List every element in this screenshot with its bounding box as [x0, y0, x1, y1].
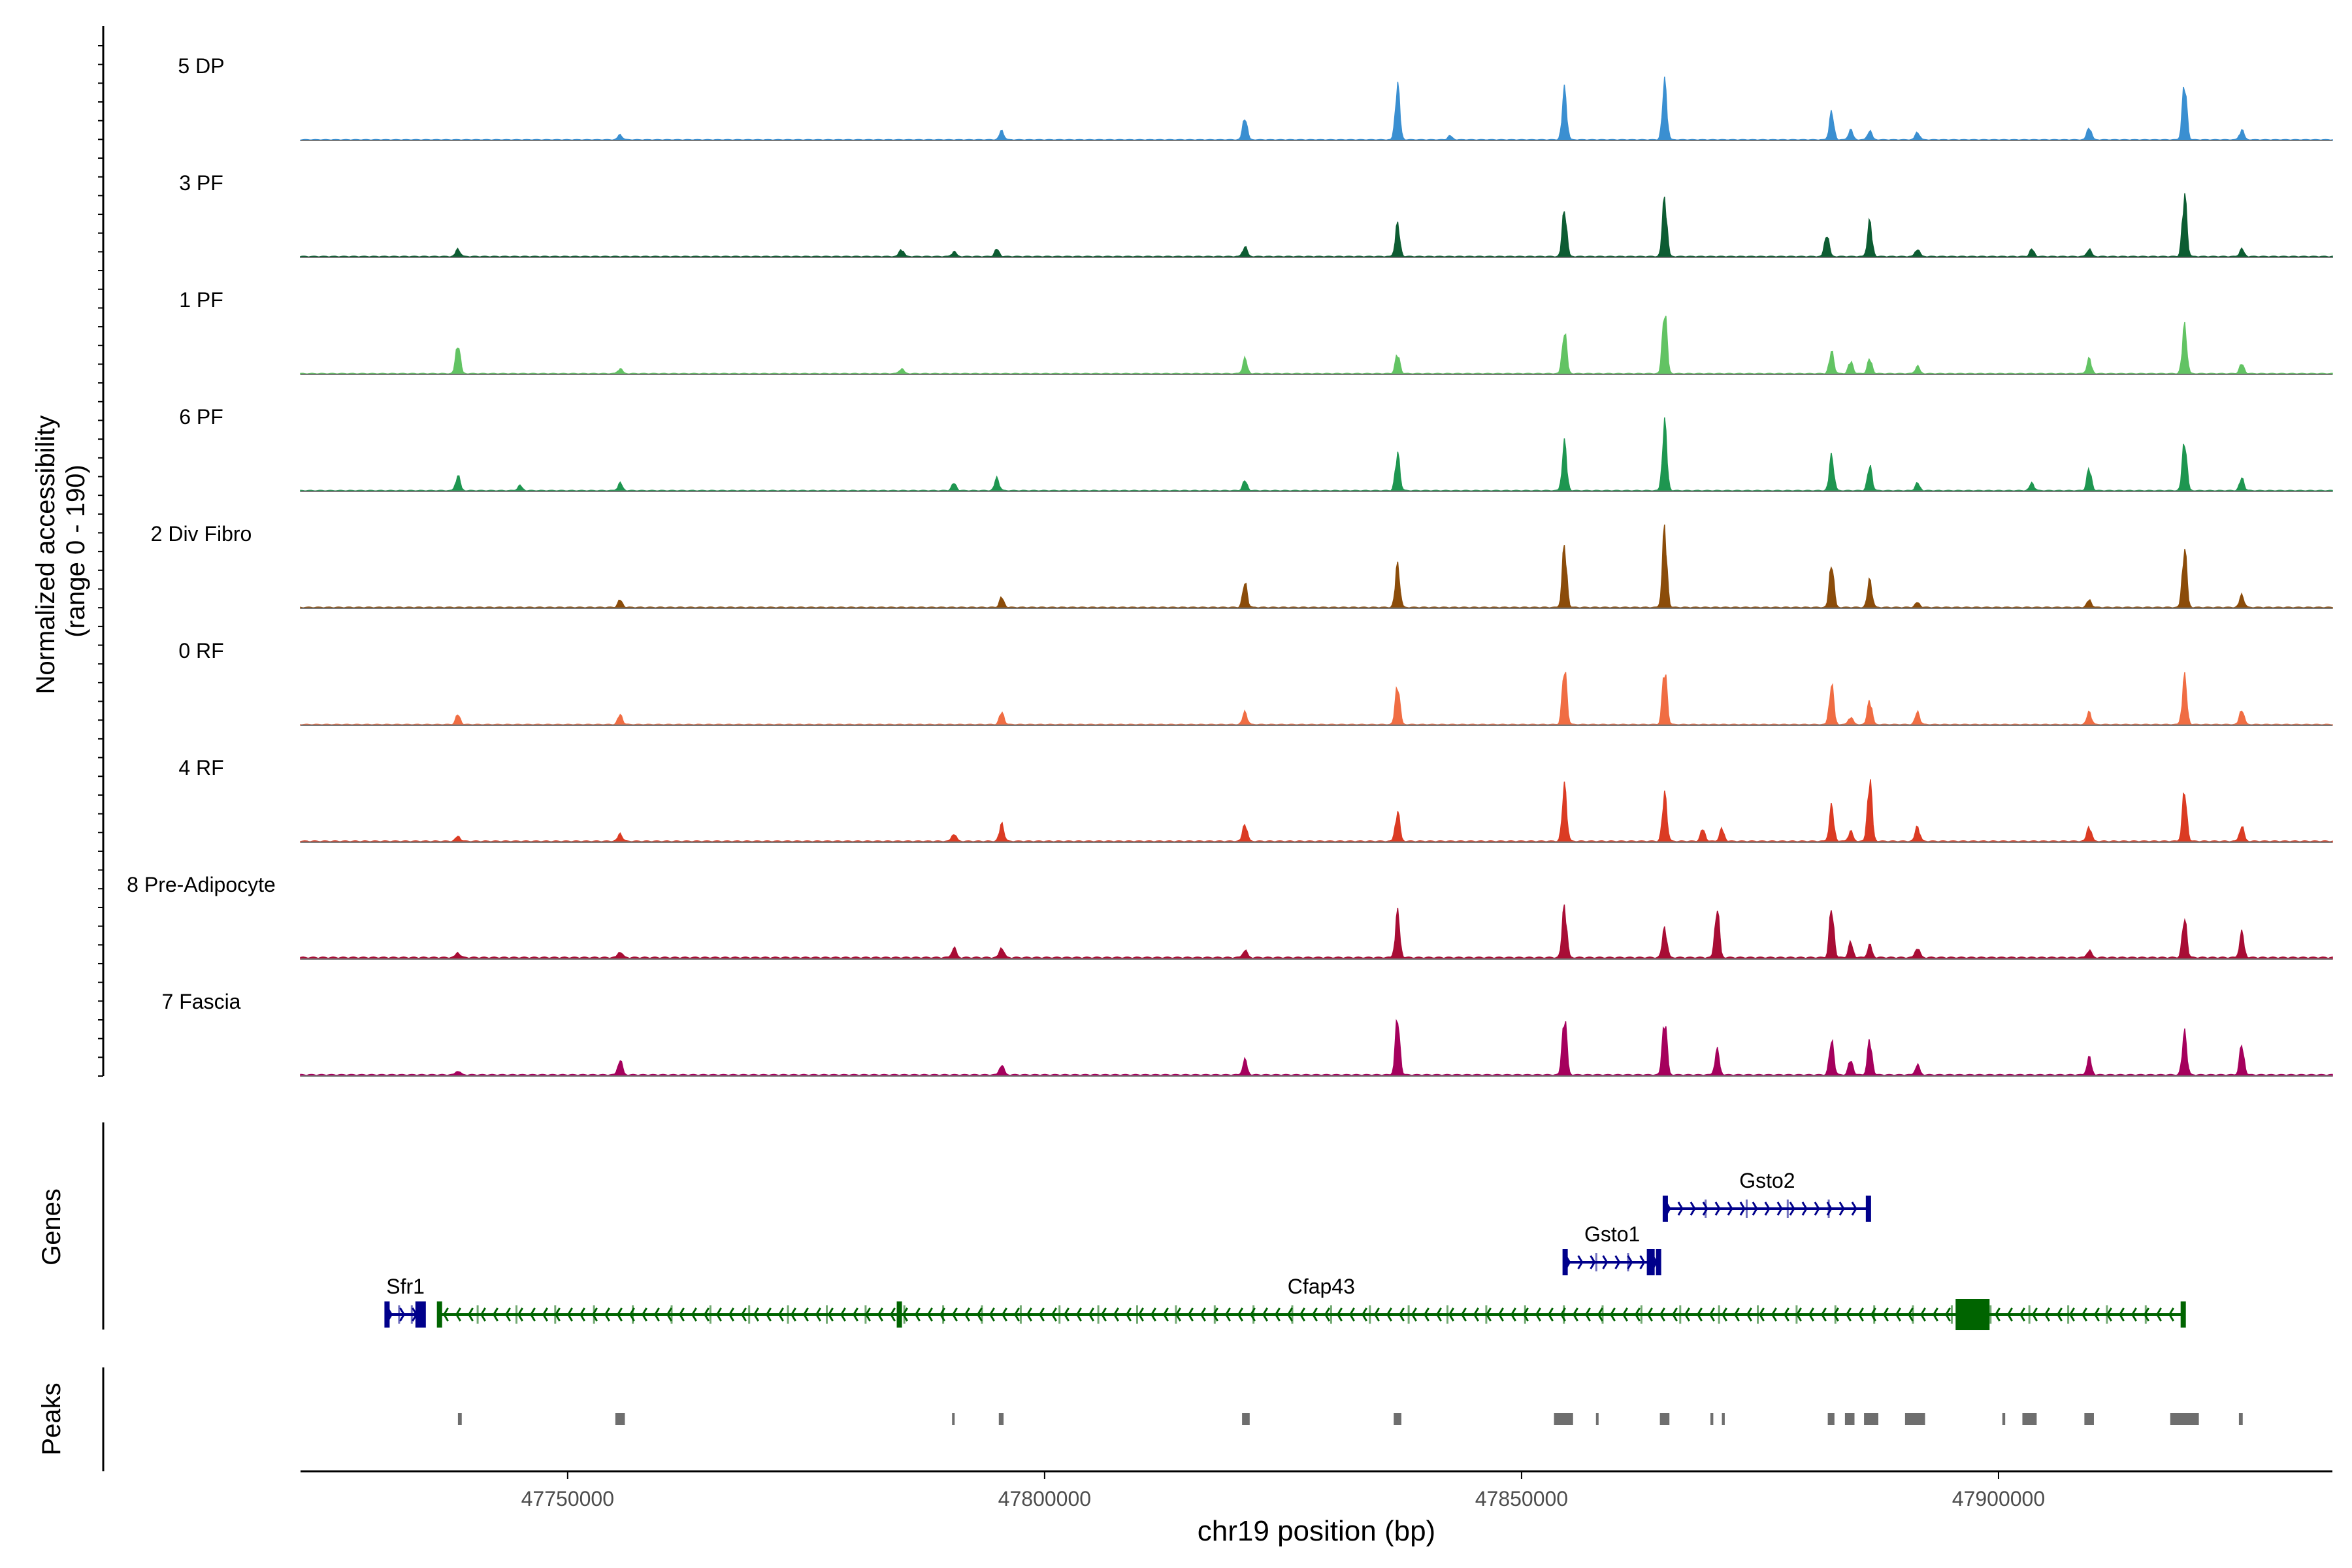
coverage-track: 4 RF — [178, 756, 2333, 843]
peak-region — [952, 1413, 955, 1425]
strand-arrows — [1565, 1255, 1658, 1269]
peak-region — [1595, 1413, 1599, 1425]
coverage-track: 1 PF — [179, 288, 2333, 375]
peaks-track-label: Peaks — [37, 1382, 66, 1455]
coverage-area — [300, 904, 2333, 960]
coverage-track: 7 Fascia — [162, 990, 2333, 1077]
peak-region — [1904, 1413, 1925, 1425]
track-label: 6 PF — [179, 405, 223, 429]
track-label: 3 PF — [179, 171, 223, 195]
x-tick-label: 47800000 — [998, 1487, 1091, 1511]
gene-label: Gsto1 — [1584, 1222, 1640, 1246]
gene-exon — [896, 1301, 902, 1328]
peak-region — [457, 1413, 462, 1425]
gene-start-exon — [384, 1301, 390, 1328]
track-label: 8 Pre-Adipocyte — [127, 873, 276, 896]
gene-model: Gsto2 — [1662, 1169, 1871, 1222]
peak-region — [1554, 1413, 1573, 1425]
track-label: 4 RF — [178, 756, 223, 779]
gene-start-exon — [436, 1301, 442, 1328]
gene-label: Gsto2 — [1739, 1169, 1795, 1192]
strand-arrows — [1665, 1201, 1857, 1216]
gene-exon — [415, 1301, 423, 1328]
track-label: 0 RF — [178, 639, 223, 662]
peak-region — [998, 1413, 1004, 1425]
peak-region — [1659, 1413, 1670, 1425]
coverage-track: 8 Pre-Adipocyte — [127, 873, 2333, 960]
coverage-area — [300, 316, 2333, 375]
coverage-track: 6 PF — [179, 405, 2333, 492]
coverage-area — [300, 672, 2333, 726]
x-axis: 47750000 47800000 47850000 47900000 — [301, 1470, 2332, 1511]
x-tick-label: 47900000 — [1952, 1487, 2045, 1511]
coverage-area — [300, 1019, 2333, 1077]
gene-exon — [1646, 1249, 1655, 1275]
track-label: 1 PF — [179, 288, 223, 312]
coverage-track: 0 RF — [178, 639, 2333, 726]
gene-exon-large — [1955, 1299, 1990, 1330]
coverage-area — [300, 417, 2333, 492]
peak-region — [2238, 1413, 2243, 1425]
peak-region — [2022, 1413, 2037, 1425]
gene-model: Cfap43 — [436, 1275, 2186, 1330]
coverage-area — [300, 779, 2333, 843]
gene-label: Cfap43 — [1288, 1275, 1355, 1298]
genes-track-label: Genes — [37, 1188, 66, 1266]
coverage-track: 5 DP — [178, 54, 2333, 141]
x-tick-label: 47850000 — [1475, 1487, 1568, 1511]
peak-track — [102, 1367, 2243, 1471]
gene-model: Sfr1 — [384, 1275, 426, 1328]
peak-region — [1864, 1413, 1878, 1425]
peak-region — [615, 1413, 625, 1425]
gene-label: Sfr1 — [386, 1275, 425, 1298]
gene-end-exon — [1656, 1249, 1661, 1275]
coverage-area — [300, 76, 2333, 141]
peak-region — [1827, 1413, 1835, 1425]
x-tick-label: 47750000 — [521, 1487, 614, 1511]
y-axis-ticks — [98, 26, 105, 1077]
coverage-panel: 5 DP 3 PF 1 PF 6 PF 2 Div Fibro 0 RF 4 RF 8 Pre… — [127, 54, 2333, 1077]
track-label: 2 Div Fibro — [151, 522, 252, 546]
peak-region — [1394, 1413, 1401, 1425]
coverage-area — [300, 193, 2333, 258]
peak-region — [2170, 1413, 2199, 1425]
gene-track: Gsto2 Gsto1 Sfr1 Cfap43 — [102, 1122, 2186, 1330]
gene-start-exon — [1662, 1196, 1668, 1222]
peak-region — [2002, 1413, 2006, 1425]
track-label: 7 Fascia — [162, 990, 241, 1013]
peak-region — [2084, 1413, 2094, 1425]
peak-region — [1710, 1413, 1714, 1425]
y-axis-label-line2: (range 0 - 190) — [61, 465, 90, 638]
coverage-track: 2 Div Fibro — [151, 522, 2333, 609]
peak-region — [1844, 1413, 1855, 1425]
coverage-track: 3 PF — [179, 171, 2333, 258]
gene-start-exon — [1562, 1249, 1568, 1275]
gene-model: Gsto1 — [1562, 1222, 1661, 1275]
y-axis-label-line1: Normalized accessibility — [31, 416, 60, 694]
coverage-area — [300, 524, 2333, 609]
gene-end-exon — [1865, 1196, 1871, 1222]
x-axis-label: chr19 position (bp) — [1198, 1515, 1435, 1547]
gene-end-exon — [2180, 1301, 2186, 1328]
y-axis-label: Normalized accessibility (range 0 - 190) — [31, 408, 90, 694]
peak-region — [1722, 1413, 1725, 1425]
track-label: 5 DP — [178, 54, 224, 78]
peak-region — [1242, 1413, 1250, 1425]
